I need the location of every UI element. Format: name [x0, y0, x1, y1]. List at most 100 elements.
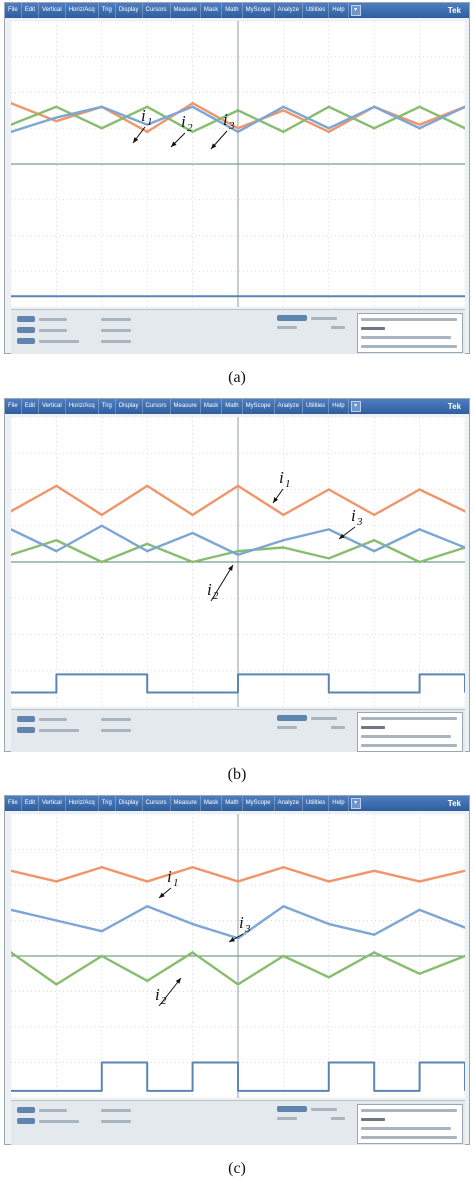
menu-dropdown-icon[interactable]: ▾ [350, 401, 361, 412]
curve-label-letter: i [141, 106, 146, 125]
menu-horiz-acq[interactable]: Horiz/Acq [66, 399, 99, 414]
menu-file[interactable]: File [5, 796, 22, 811]
data-point-i1 [327, 880, 330, 883]
readout-value [311, 317, 337, 320]
menu-display[interactable]: Display [116, 3, 143, 18]
data-point-i2 [282, 546, 285, 549]
menu-vertical[interactable]: Vertical [39, 796, 66, 811]
data-point-i2 [463, 954, 465, 958]
data-point-i2 [11, 951, 13, 954]
menu-edit[interactable]: Edit [22, 796, 40, 811]
menu-vertical[interactable]: Vertical [39, 3, 66, 18]
data-point-i2 [11, 553, 13, 556]
curve-label-letter: i [181, 112, 186, 131]
menu-mask[interactable]: Mask [201, 3, 223, 18]
data-point-i3 [100, 105, 104, 109]
data-point-i2 [282, 954, 285, 958]
timebase-tag [277, 315, 307, 321]
curve-label-letter: i [239, 913, 244, 932]
readout-value [39, 329, 67, 332]
menu-measure[interactable]: Measure [171, 796, 201, 811]
arrow-head-icon [211, 143, 217, 149]
menu-display[interactable]: Display [116, 399, 143, 414]
readout-bar [11, 709, 465, 752]
curve-label-subscript: 2 [161, 995, 167, 1007]
data-point-i3 [191, 105, 194, 109]
menu-cursors[interactable]: Cursors [143, 796, 171, 811]
menu-cursors[interactable]: Cursors [143, 399, 171, 414]
data-point-i3 [463, 105, 465, 108]
menu-trig[interactable]: Trig [99, 3, 116, 18]
menu-horiz-acq[interactable]: Horiz/Acq [66, 796, 99, 811]
data-point-i3 [100, 524, 104, 527]
brand-logo: Tek [447, 402, 461, 411]
data-point-i1 [55, 484, 58, 488]
menu-analyze[interactable]: Analyze [275, 3, 303, 18]
menu-math[interactable]: Math [222, 796, 243, 811]
menu-analyze[interactable]: Analyze [275, 796, 303, 811]
channel-tag [17, 1118, 35, 1124]
menu-horiz-acq[interactable]: Horiz/Acq [66, 3, 99, 18]
data-point-i1 [55, 119, 58, 123]
readout-bar [11, 1100, 465, 1145]
menu-myscope[interactable]: MyScope [243, 399, 275, 414]
readout-value [311, 717, 337, 720]
data-point-i2 [146, 542, 149, 546]
data-point-i3 [146, 905, 149, 908]
data-point-i1 [146, 130, 149, 134]
data-point-i3 [282, 539, 285, 542]
timebase-tag [277, 1106, 307, 1112]
readout-value [101, 318, 131, 321]
readout-value [101, 329, 131, 332]
data-point-i2 [100, 954, 104, 958]
data-point-i1 [373, 869, 376, 872]
channel-tag [17, 716, 35, 722]
menu-help[interactable]: Help [329, 3, 349, 18]
data-point-i1 [11, 869, 13, 872]
menu-math[interactable]: Math [222, 399, 243, 414]
menu-edit[interactable]: Edit [22, 399, 40, 414]
menu-display[interactable]: Display [116, 796, 143, 811]
curve-label-subscript: 3 [244, 923, 251, 935]
readout-value [39, 718, 67, 721]
menu-analyze[interactable]: Analyze [275, 399, 303, 414]
menu-mask[interactable]: Mask [201, 796, 223, 811]
menu-dropdown-icon[interactable]: ▾ [350, 5, 361, 16]
menu-utilities[interactable]: Utilities [303, 796, 330, 811]
menu-trig[interactable]: Trig [99, 796, 116, 811]
data-point-i1 [327, 488, 330, 491]
menu-math[interactable]: Math [222, 3, 243, 18]
menu-measure[interactable]: Measure [171, 3, 201, 18]
menu-utilities[interactable]: Utilities [303, 3, 330, 18]
data-point-i3 [236, 553, 240, 556]
readout-value [331, 726, 345, 729]
readout-value [277, 726, 297, 729]
menu-edit[interactable]: Edit [22, 3, 40, 18]
waveform-plot: i 1i 3i 2 [11, 417, 465, 707]
menu-file[interactable]: File [5, 3, 22, 18]
menu-cursors[interactable]: Cursors [143, 3, 171, 18]
menu-vertical[interactable]: Vertical [39, 399, 66, 414]
menu-mask[interactable]: Mask [201, 399, 223, 414]
panel-caption-c: (c) [228, 1160, 246, 1177]
data-point-i3 [327, 127, 330, 130]
brand-logo: Tek [447, 6, 461, 15]
status-value [361, 717, 457, 720]
menu-utilities[interactable]: Utilities [303, 399, 330, 414]
menu-dropdown-icon[interactable]: ▾ [350, 798, 361, 809]
readout-value [101, 1109, 131, 1112]
menu-help[interactable]: Help [329, 796, 349, 811]
data-point-i3 [418, 908, 421, 912]
menu-myscope[interactable]: MyScope [243, 796, 275, 811]
menu-measure[interactable]: Measure [171, 399, 201, 414]
data-point-i3 [282, 905, 285, 908]
menu-help[interactable]: Help [329, 399, 349, 414]
menu-file[interactable]: File [5, 399, 22, 414]
menu-myscope[interactable]: MyScope [243, 3, 275, 18]
menu-trig[interactable]: Trig [99, 399, 116, 414]
data-point-i1 [418, 123, 421, 126]
